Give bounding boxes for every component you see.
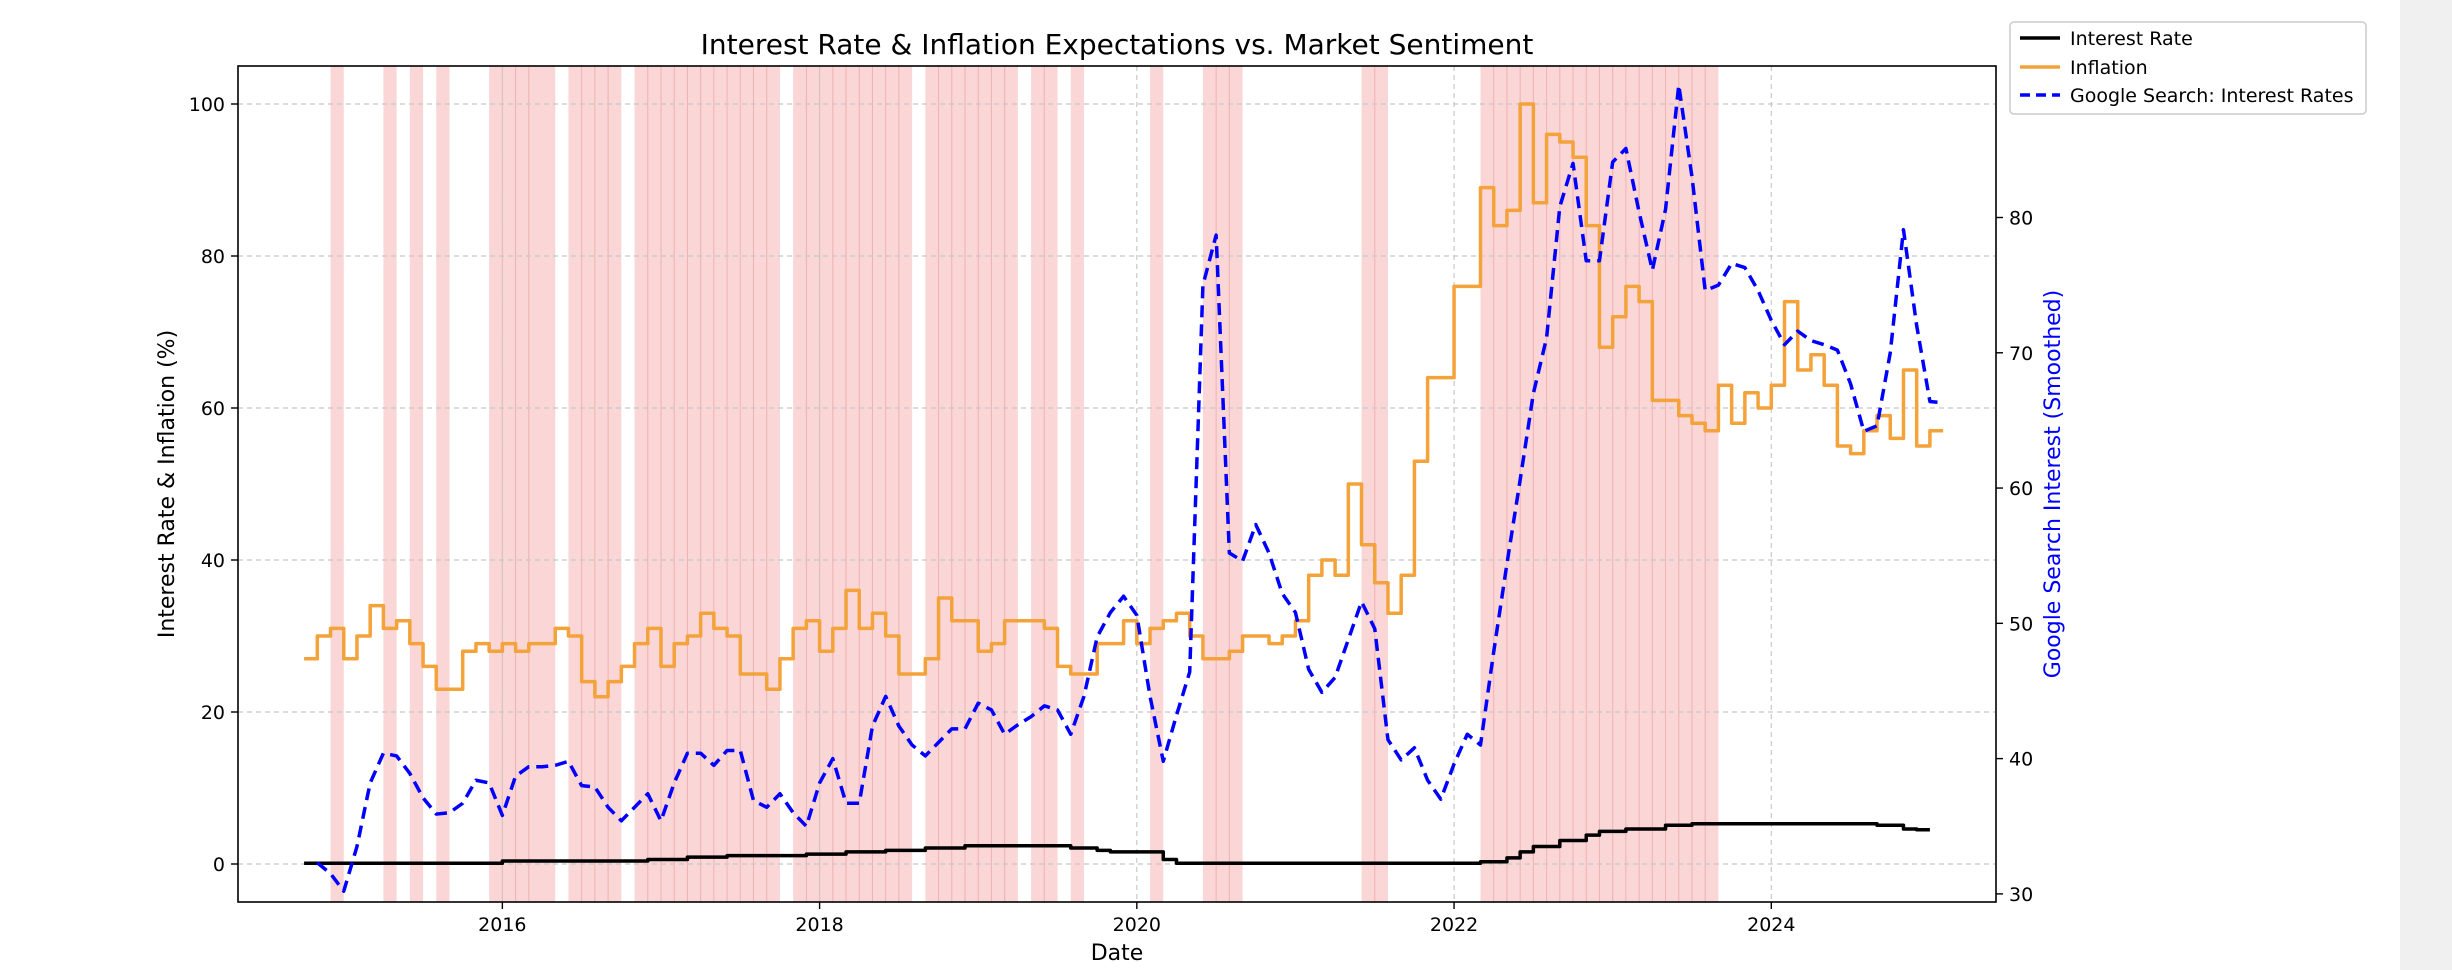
y-right-tick-label: 40	[2009, 749, 2033, 771]
y-right-tick-label: 60	[2009, 478, 2033, 500]
shaded-period-13	[1202, 66, 1243, 902]
chart: 0 20 40 60 80 100 30 40 50 60 70 80 2016 2018 2020 2022…	[155, 21, 2367, 966]
y-axis-right-label: Google Search Interest (Smoothed)	[2041, 290, 2066, 678]
series-line-2	[316, 83, 1944, 893]
y-left-tick-label: 80	[201, 246, 225, 268]
y-axis-left-label: Interest Rate & Inflation (%)	[155, 330, 180, 638]
legend: Interest Rate Inflation Google Search: I…	[2009, 21, 2367, 115]
series-line-0	[304, 821, 1930, 865]
axis-ticks: 0 20 40 60 80 100 30 40 50 60 70 80 2016 2018 2020 2022…	[189, 94, 2033, 936]
x-axis-label: Date	[1091, 941, 1144, 966]
x-tick-label: 2020	[1113, 914, 1161, 936]
y-right-tick-label: 70	[2009, 343, 2033, 365]
shaded-period-11	[1070, 66, 1084, 902]
y-right-tick-label: 80	[2009, 208, 2033, 230]
y-left-tick-label: 100	[189, 94, 225, 116]
shaded-period-0	[330, 66, 344, 902]
legend-box	[2009, 21, 2367, 115]
x-tick-label: 2016	[478, 914, 526, 936]
shaded-period-8	[793, 66, 913, 902]
x-tick-label: 2024	[1747, 914, 1795, 936]
legend-label-interest: Interest Rate	[2070, 28, 2193, 50]
y-right-tick-label: 50	[2009, 613, 2033, 635]
shaded-period-7	[634, 66, 780, 902]
y-right-tick-label: 30	[2009, 884, 2033, 906]
y-left-tick-label: 40	[201, 550, 225, 572]
data-series	[304, 83, 1944, 893]
x-tick-label: 2022	[1430, 914, 1478, 936]
series-line-1	[304, 102, 1944, 699]
y-left-tick-label: 20	[201, 702, 225, 724]
grid-lines	[238, 66, 1996, 902]
shaded-periods	[330, 66, 1719, 902]
shaded-period-12	[1150, 66, 1164, 902]
y-left-tick-label: 60	[201, 398, 225, 420]
shaded-period-1	[383, 66, 397, 902]
shaded-period-2	[409, 66, 424, 902]
legend-label-inflation: Inflation	[2070, 57, 2148, 79]
shaded-period-5	[542, 66, 556, 902]
chart-title: Interest Rate & Inflation Expectations v…	[701, 28, 1534, 61]
shaded-period-3	[436, 66, 450, 902]
x-tick-label: 2018	[795, 914, 843, 936]
y-left-tick-label: 0	[213, 854, 225, 876]
plot-frame	[237, 65, 1997, 903]
window-scrollbar[interactable]	[2400, 0, 2452, 970]
shaded-period-9	[925, 66, 1018, 902]
legend-label-search: Google Search: Interest Rates	[2070, 85, 2353, 107]
